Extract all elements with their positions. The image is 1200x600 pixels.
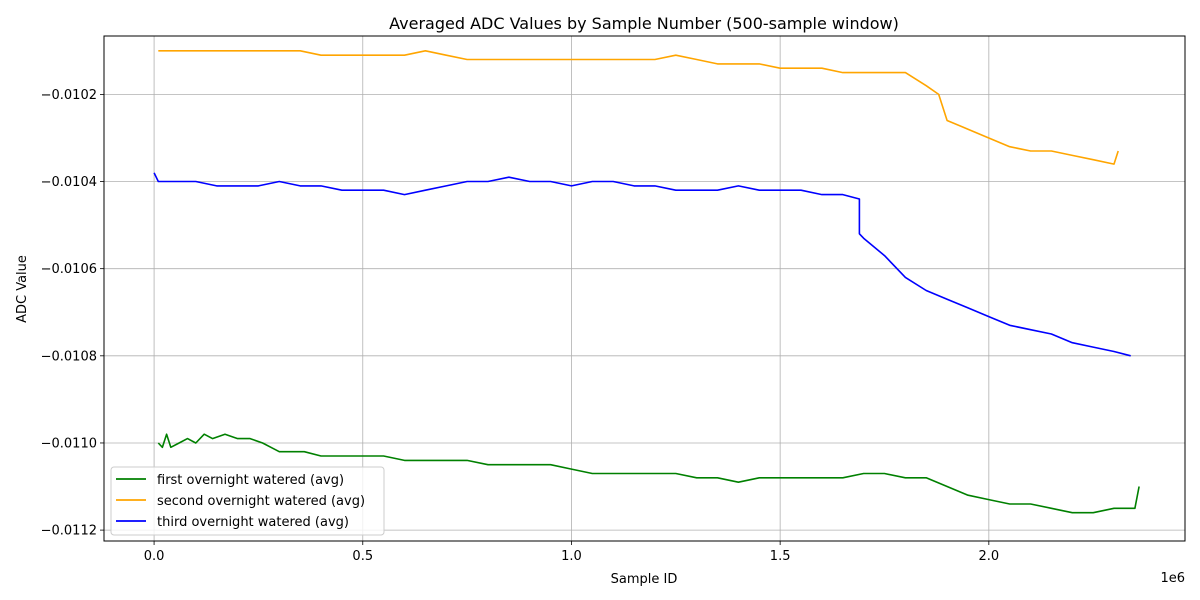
grid [104, 36, 1185, 541]
x-axis-offset-label: 1e6 [1160, 571, 1185, 586]
legend-label-1: first overnight watered (avg) [157, 473, 344, 488]
legend: first overnight watered (avg) second over… [110, 466, 385, 536]
series-line-1 [157, 433, 1140, 514]
ticks: 0.0 0.5 1.0 1.5 2.0 −0.0102 −0.0104 −0.0106 −0.0… [41, 88, 1000, 564]
plot-frame [103, 35, 1186, 542]
x-tick-label: 1.5 [770, 549, 791, 564]
y-tick-label: −0.0110 [41, 436, 97, 451]
x-tick-label: 1.0 [561, 549, 582, 564]
y-axis-label: ADC Value [15, 255, 30, 323]
y-tick-label: −0.0104 [41, 175, 97, 190]
series-line-2 [158, 49, 1119, 165]
x-tick-label: 0.5 [352, 549, 373, 564]
y-tick-label: −0.0112 [41, 524, 97, 539]
legend-box [110, 466, 385, 536]
y-tick-label: −0.0106 [41, 262, 97, 277]
series-lines [153, 49, 1140, 514]
series-line-3 [153, 172, 1131, 357]
legend-label-3: third overnight watered (avg) [157, 515, 349, 530]
x-tick-label: 0.0 [144, 549, 165, 564]
y-tick-label: −0.0102 [41, 88, 97, 103]
chart-title: Averaged ADC Values by Sample Number (50… [389, 14, 899, 33]
x-axis-label: Sample ID [611, 572, 678, 587]
x-tick-label: 2.0 [978, 549, 999, 564]
y-tick-label: −0.0108 [41, 349, 97, 364]
legend-label-2: second overnight watered (avg) [157, 494, 365, 509]
